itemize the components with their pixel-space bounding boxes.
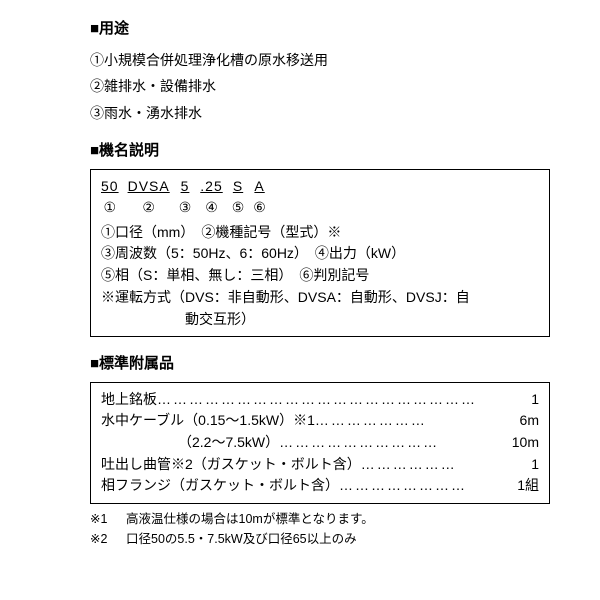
footnotes: ※1 高液温仕様の場合は10mが標準となります。 ※2 口径50の5.5・7.5… <box>90 510 550 549</box>
code-bot: ① <box>104 197 117 218</box>
model-desc: ①口径（mm） ②機種記号（型式）※ ③周波数（5：50Hz、6：60Hz） ④… <box>101 222 539 330</box>
accessory-left: 地上銘板 <box>101 389 157 411</box>
accessory-left: 吐出し曲管※2（ガスケット・ボルト含） <box>101 454 361 476</box>
code-col: DVSA ② <box>128 176 170 218</box>
code-col: 5 ③ <box>179 176 192 218</box>
code-bot: ② <box>142 197 155 218</box>
model-desc-line: ⑤相（S：単相、無し：三相） ⑥判別記号 <box>101 265 539 287</box>
code-top: .25 <box>200 176 222 197</box>
dots: …………………………………………………… <box>157 389 531 411</box>
accessory-left: 水中ケーブル（0.15～1.5kW）※1 <box>101 410 315 432</box>
model-desc-line: ※運転方式（DVS：非自動形、DVSA：自動形、DVSJ：自 <box>101 287 539 309</box>
dots: ………………… <box>315 410 520 432</box>
accessories-box: 地上銘板 …………………………………………………… 1 水中ケーブル（0.15～… <box>90 382 550 504</box>
footnote-row: ※2 口径50の5.5・7.5kW及び口径65以上のみ <box>90 530 550 549</box>
code-col: 50 ① <box>101 176 119 218</box>
accessory-left: （2.2～7.5kW） <box>101 432 279 454</box>
accessory-right: 1 <box>531 454 539 476</box>
usage-item: ②雑排水・設備排水 <box>90 73 550 100</box>
footnote-label: ※1 <box>90 510 126 529</box>
code-bot: ⑥ <box>253 197 266 218</box>
model-heading: ■機名説明 <box>90 140 550 163</box>
accessories-heading: ■標準附属品 <box>90 353 550 376</box>
code-col: .25 ④ <box>200 176 222 218</box>
dots: …………………… <box>339 475 517 497</box>
model-desc-line: ③周波数（5：50Hz、6：60Hz） ④出力（kW） <box>101 243 539 265</box>
usage-list: ①小規模合併処理浄化槽の原水移送用 ②雑排水・設備排水 ③雨水・湧水排水 <box>90 47 550 127</box>
model-codes-row: 50 ① DVSA ② 5 ③ .25 ④ S ⑤ A ⑥ <box>101 176 539 218</box>
model-box: 50 ① DVSA ② 5 ③ .25 ④ S ⑤ A ⑥ ①口径（mm） ②機… <box>90 169 550 337</box>
model-desc-line: ①口径（mm） ②機種記号（型式）※ <box>101 222 539 244</box>
accessory-left: 相フランジ（ガスケット・ボルト含） <box>101 475 339 497</box>
accessory-right: 6m <box>520 410 539 432</box>
code-col: S ⑤ <box>232 176 245 218</box>
code-top: S <box>233 176 243 197</box>
footnote-text: 口径50の5.5・7.5kW及び口径65以上のみ <box>126 530 357 549</box>
usage-item: ③雨水・湧水排水 <box>90 100 550 127</box>
dots: ………………………… <box>279 432 512 454</box>
accessory-row: 相フランジ（ガスケット・ボルト含） …………………… 1組 <box>101 475 539 497</box>
code-bot: ⑤ <box>232 197 245 218</box>
dots: ……………… <box>361 454 531 476</box>
usage-heading: ■用途 <box>90 18 550 41</box>
model-desc-line: 動交互形） <box>101 309 539 331</box>
footnote-label: ※2 <box>90 530 126 549</box>
accessory-right: 1 <box>531 389 539 411</box>
usage-item: ①小規模合併処理浄化槽の原水移送用 <box>90 47 550 74</box>
accessory-row: （2.2～7.5kW） ………………………… 10m <box>101 432 539 454</box>
code-col: A ⑥ <box>253 176 266 218</box>
footnote-text: 高液温仕様の場合は10mが標準となります。 <box>126 510 374 529</box>
accessory-row: 吐出し曲管※2（ガスケット・ボルト含） ……………… 1 <box>101 454 539 476</box>
accessory-right: 1組 <box>517 475 539 497</box>
code-top: 5 <box>181 176 190 197</box>
code-bot: ④ <box>205 197 218 218</box>
accessory-row: 地上銘板 …………………………………………………… 1 <box>101 389 539 411</box>
footnote-row: ※1 高液温仕様の場合は10mが標準となります。 <box>90 510 550 529</box>
accessory-row: 水中ケーブル（0.15～1.5kW）※1 ………………… 6m <box>101 410 539 432</box>
code-top: DVSA <box>128 176 170 197</box>
code-top: 50 <box>101 176 119 197</box>
accessory-right: 10m <box>512 432 539 454</box>
code-top: A <box>254 176 264 197</box>
code-bot: ③ <box>179 197 192 218</box>
